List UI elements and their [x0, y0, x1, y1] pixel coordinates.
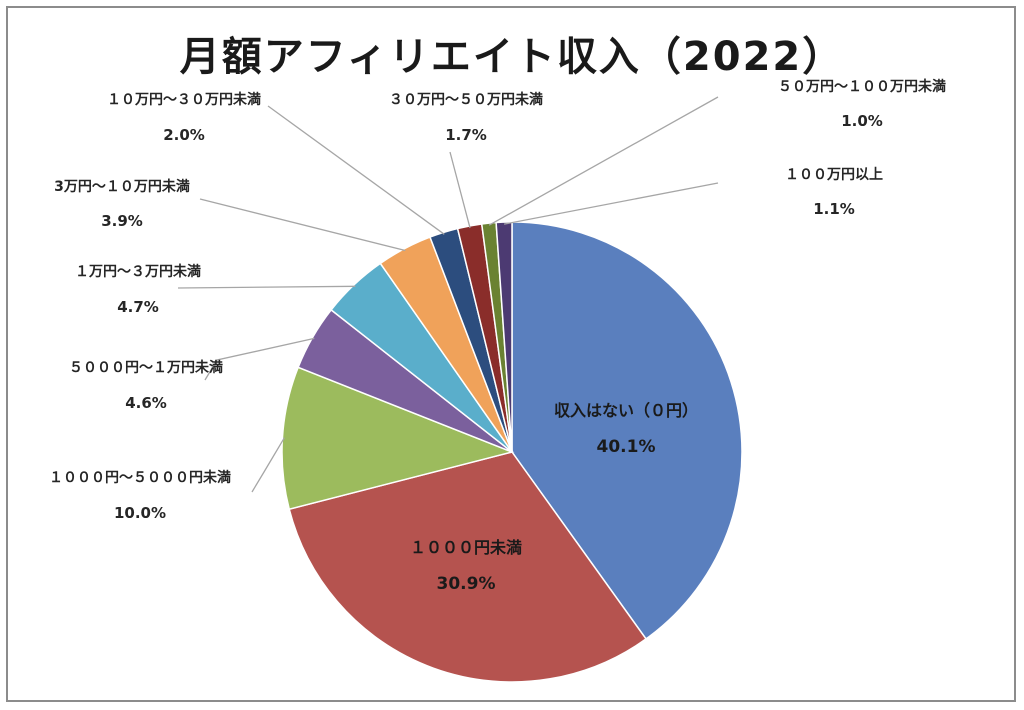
slice-value-2: 10.0%: [114, 504, 166, 522]
pie-slice-1: [288, 451, 648, 683]
slice-value-9: 1.1%: [813, 200, 855, 218]
chart-title: 月額アフィリエイト収入（2022）: [179, 34, 845, 80]
pie-slice-2: [281, 366, 515, 511]
slice-value-4: 4.7%: [117, 298, 159, 316]
leader-line-9: [503, 182, 719, 225]
slice-value-6: 2.0%: [163, 126, 205, 144]
leader-line-3: [204, 337, 315, 381]
leader-line-6: [267, 105, 445, 235]
leader-lines: [177, 96, 719, 493]
slice-label-2: １０００円～５０００円未満: [49, 469, 231, 486]
slice-value-1: 30.9%: [437, 574, 496, 594]
slice-value-0: 40.1%: [597, 437, 656, 457]
slice-labels: 収入はない（０円） 40.1% １０００円未満 30.9% １０００円～５０００円未満 1…: [49, 78, 946, 594]
slice-label-5: 3万円～１０万円未満: [54, 178, 190, 195]
slice-label-0: 収入はない（０円）: [554, 401, 698, 420]
leader-line-4: [177, 285, 356, 289]
slice-label-4: １万円～３万円未満: [75, 263, 201, 280]
pie-slice-0: [511, 221, 743, 640]
slice-value-8: 1.0%: [841, 112, 883, 130]
leader-line-5: [199, 198, 406, 252]
leader-line-2: [251, 437, 285, 493]
leader-line-7: [449, 151, 471, 229]
slice-label-9: １００万円以上: [785, 167, 883, 183]
pie-slices: [281, 221, 743, 683]
leader-line-8: [488, 96, 719, 226]
slice-value-3: 4.6%: [125, 394, 167, 412]
slice-label-3: ５０００円～１万円未満: [69, 359, 223, 376]
slice-label-1: １０００円未満: [410, 538, 522, 557]
slice-value-5: 3.9%: [101, 212, 143, 230]
slice-label-7: ３０万円～５０万円未満: [389, 91, 543, 108]
slice-label-6: １０万円～３０万円未満: [107, 91, 261, 108]
slice-value-7: 1.7%: [445, 126, 487, 144]
slice-label-8: ５０万円～１００万円未満: [778, 78, 946, 95]
